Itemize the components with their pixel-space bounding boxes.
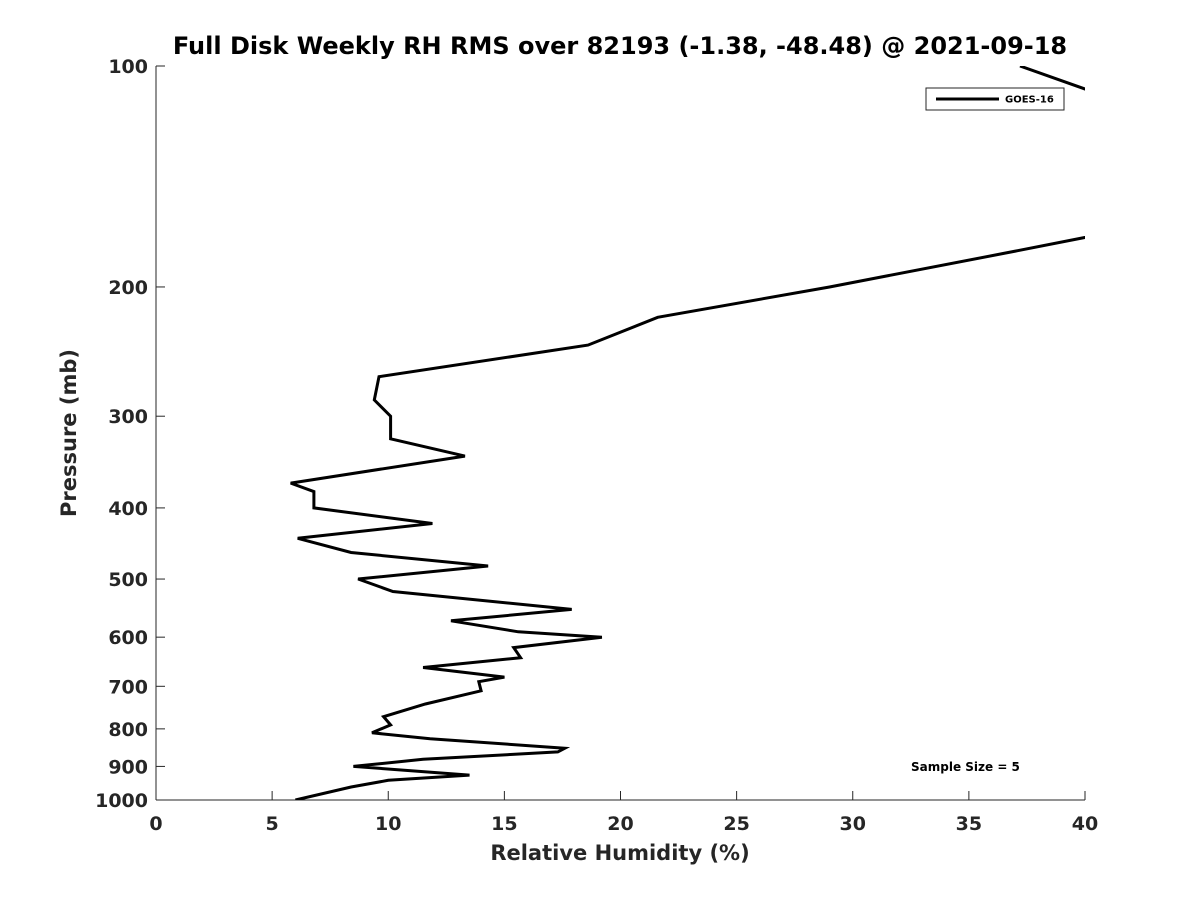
y-tick-label: 100 (108, 56, 148, 78)
y-tick-label: 900 (108, 756, 148, 778)
y-tick-label: 500 (108, 569, 148, 591)
sample-size-annotation: Sample Size = 5 (911, 760, 1020, 774)
x-ticks: 0 5 10 15 20 25 30 35 40 (149, 791, 1098, 835)
x-tick-label: 35 (956, 813, 982, 835)
x-tick-label: 20 (607, 813, 633, 835)
x-tick-label: 10 (375, 813, 401, 835)
y-tick-label: 700 (108, 676, 148, 698)
y-tick-label: 200 (108, 277, 148, 299)
x-tick-label: 40 (1072, 813, 1098, 835)
y-tick-label: 300 (108, 406, 148, 428)
y-axis-label: Pressure (mb) (57, 349, 81, 517)
legend: GOES-16 (925, 87, 1065, 111)
x-tick-label: 30 (840, 813, 866, 835)
x-tick-label: 15 (491, 813, 517, 835)
x-tick-label: 5 (266, 813, 279, 835)
chart-title: Full Disk Weekly RH RMS over 82193 (-1.3… (173, 32, 1067, 60)
x-tick-label: 0 (149, 813, 162, 835)
y-tick-label: 800 (108, 719, 148, 741)
y-tick-label: 1000 (95, 790, 148, 812)
legend-label: GOES-16 (1005, 95, 1054, 106)
x-axis-label: Relative Humidity (%) (490, 841, 749, 865)
plot-area: 0 5 10 15 20 25 30 35 40 100 200 300 400 500 600 700 80… (95, 56, 1098, 835)
y-tick-label: 400 (108, 498, 148, 520)
y-tick-label: 600 (108, 627, 148, 649)
series-line-goes16 (290, 66, 1085, 800)
series-group (290, 66, 1085, 800)
y-ticks: 100 200 300 400 500 600 700 800 900 1000 (95, 56, 165, 812)
x-tick-label: 25 (723, 813, 749, 835)
